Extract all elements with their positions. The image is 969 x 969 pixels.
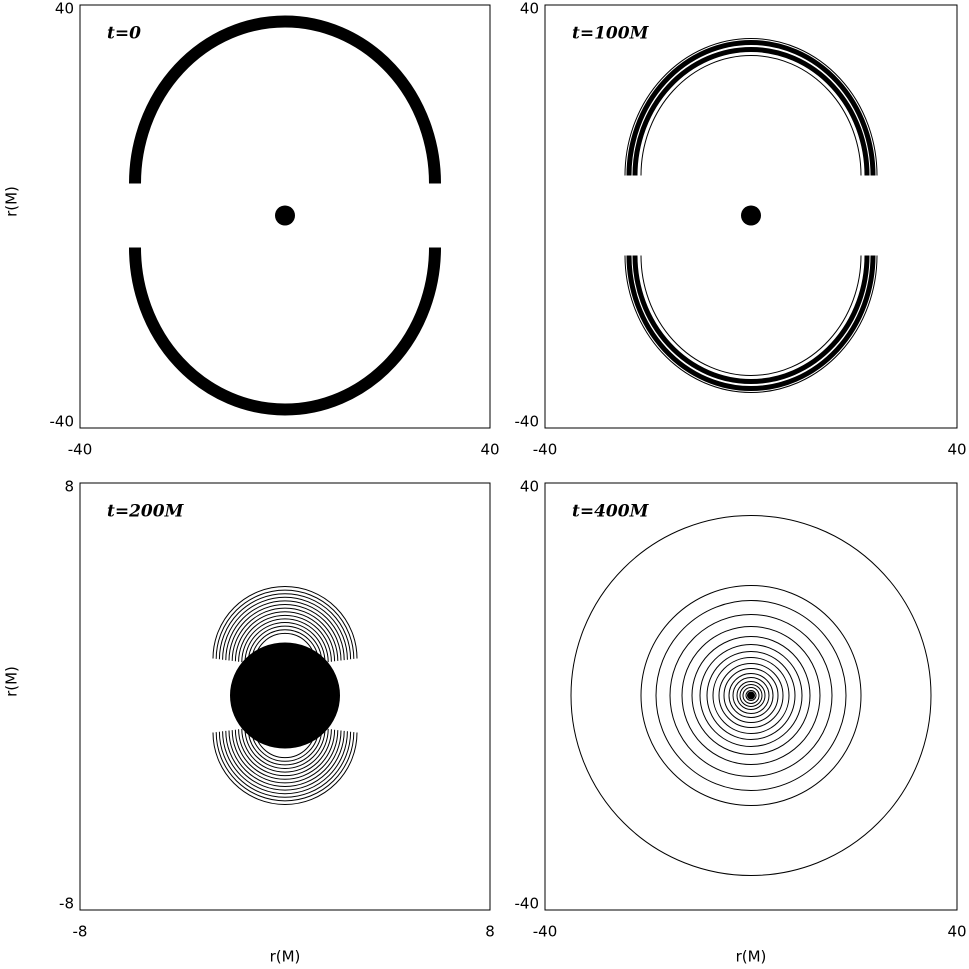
contour-line [728,673,774,718]
contour-line [742,687,760,704]
contour-line [129,247,441,416]
black-hole [275,205,295,226]
contour-line [247,728,323,766]
contour-line [626,40,876,176]
x-tick-label: 40 [480,441,499,459]
contour-line [640,255,862,376]
contour-line [129,15,441,184]
contour-line [222,596,348,660]
contour-line [640,55,862,176]
contour-line [655,600,847,791]
black-hole [230,642,340,749]
contour-line [231,607,339,661]
x-tick-label: -40 [533,923,558,941]
contour-line [706,651,796,740]
x-tick-label: -8 [73,923,88,941]
panel-title: t=400M [572,502,650,522]
black-hole [747,691,755,700]
contour-line [225,730,345,791]
plot-frame [79,4,491,429]
panel: -8 8 -8 8 t=200M r(M) r(M) [3,478,495,966]
contour-line [212,586,358,659]
x-tick-label: 40 [947,441,966,459]
x-tick-label: -40 [533,441,558,459]
contour-line [669,614,833,777]
x-tick-label: 40 [947,923,966,941]
plot-frame [79,482,491,911]
contour-line [212,732,358,805]
panel-title: t=100M [572,24,650,44]
contour-line [739,684,763,707]
contour-line [130,247,440,414]
panel-title: t=0 [107,24,141,44]
y-tick-label: -40 [50,413,75,431]
contour-line [231,730,339,784]
contour-line [691,636,811,755]
y-tick-label: 8 [64,478,74,496]
panel: -40 40 -40 40 t=100M [515,0,967,459]
contour-line [247,625,323,663]
contour-line [632,47,870,176]
plot-frame [544,4,958,429]
contour-line [138,247,432,406]
contour-line [228,604,342,661]
contour-line [244,622,326,663]
contour-line [222,731,348,795]
contour-line [712,657,790,734]
plot-frame [544,482,958,911]
contour-line [244,728,326,769]
contour-line [215,732,355,802]
y-axis-label: r(M) [3,666,21,697]
contour-line [138,25,432,184]
contour-line [624,38,878,176]
y-tick-label: -40 [515,413,540,431]
contour-line [736,681,766,710]
contour-line [570,515,932,876]
contour-line [250,727,320,762]
contour-line [241,728,329,773]
contour-line [723,668,779,723]
contour-line [732,677,770,714]
contour-line [626,255,876,391]
contour-line [130,17,440,184]
y-tick-label: -8 [59,895,74,913]
contour-line [218,731,352,798]
contour-line [681,626,821,765]
contour-line [234,611,336,662]
contour-line [640,585,862,806]
contour-line [250,629,320,664]
y-tick-label: 40 [55,0,74,18]
contour-line [241,618,329,663]
y-axis-label: r(M) [3,186,21,217]
contour-line [238,729,332,777]
y-tick-label: -40 [515,895,540,913]
contour-line [699,644,803,747]
contour-line [228,730,342,787]
panel: -40 40 -40 40 t=0 r(M) [3,0,500,459]
y-tick-label: 40 [520,0,539,18]
y-tick-label: 40 [520,478,539,496]
x-axis-label: r(M) [736,948,767,966]
x-tick-label: -40 [68,441,93,459]
contour-line [624,255,878,393]
contour-line [632,255,870,384]
black-hole [741,205,761,226]
contour-line [225,600,345,661]
contour-line [745,690,757,701]
contour-line [234,729,336,780]
x-axis-label: r(M) [270,948,301,966]
contour-line [218,593,352,660]
x-tick-label: 8 [485,923,495,941]
panel: -40 40 -40 40 t=400M r(M) [515,478,967,966]
contour-line [215,589,355,659]
panel-title: t=200M [107,502,185,522]
contour-line [718,663,784,728]
contour-line [238,614,332,662]
